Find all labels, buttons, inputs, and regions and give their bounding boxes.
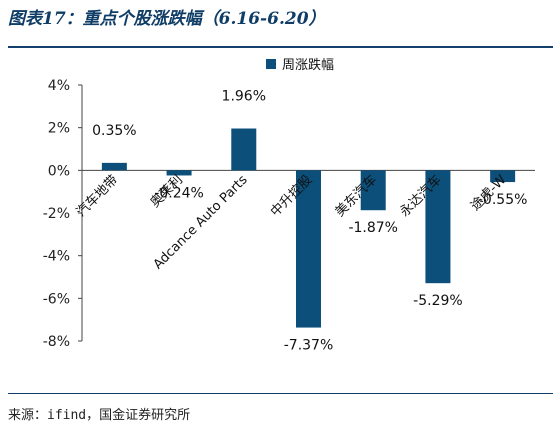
data-label: -0.24% [154, 185, 204, 201]
data-label: 0.35% [92, 123, 136, 139]
bar [101, 162, 127, 171]
y-tick-label: 4% [48, 78, 70, 94]
legend-swatch [266, 59, 276, 69]
data-label: -7.37% [284, 338, 334, 354]
title-rule [8, 46, 553, 48]
bar [425, 170, 451, 284]
y-tick-label: 2% [48, 121, 70, 137]
y-tick-label: -6% [43, 291, 70, 307]
axes: 4% 2% 0% -2% -4% -6% -8% [43, 78, 535, 350]
data-label: -0.55% [478, 192, 528, 208]
bar [166, 170, 192, 176]
y-tick-label: -8% [43, 334, 70, 350]
chart-title: 图表17：重点个股涨跌幅（6.16-6.20） [8, 9, 326, 29]
source-note: 来源：ifind，国金证券研究所 [8, 408, 191, 423]
bar [360, 170, 386, 211]
category-label: 汽车地带 [73, 172, 121, 220]
data-label: -5.29% [413, 293, 463, 309]
data-labels: 0.35% -0.24% 1.96% -7.37% -1.87% -5.29% -0.55% [92, 89, 527, 354]
bar [296, 170, 321, 328]
data-label: -1.87% [348, 220, 398, 236]
bars [101, 128, 516, 328]
bar [490, 170, 516, 183]
legend: 周涨跌幅 [266, 57, 334, 73]
y-tick-label: 0% [48, 163, 70, 179]
y-tick-label: -2% [43, 206, 70, 222]
y-tick-label: -4% [43, 249, 70, 265]
bar-chart: 周涨跌幅 4% 2% 0% -2% -4% -6% -8% 0.35% -0.24% 1.96%… [43, 57, 535, 354]
legend-label: 周涨跌幅 [282, 57, 334, 73]
footer-rule [8, 393, 553, 394]
data-label: 1.96% [222, 89, 266, 105]
bar [231, 128, 257, 171]
